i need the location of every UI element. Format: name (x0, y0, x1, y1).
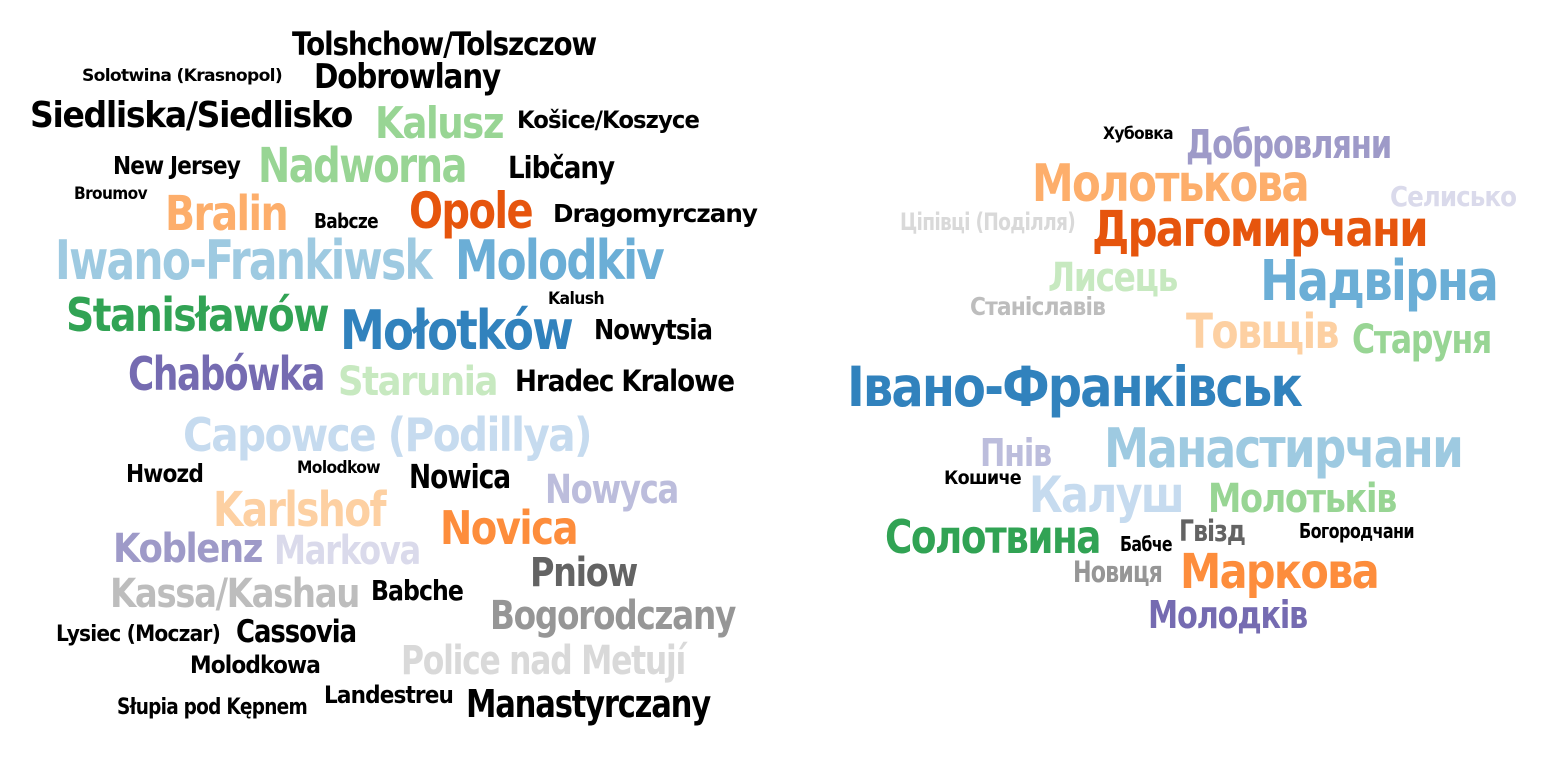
cloud-word: Lysiec (Moczar) (56, 622, 221, 647)
cloud-word: Babcze (314, 209, 379, 233)
cloud-word: Košice/Koszyce (517, 106, 700, 134)
cloud-word: Starunia (338, 359, 498, 405)
cloud-word: Iwano-Frankiwsk (55, 229, 433, 292)
cloud-word: Chabówka (128, 347, 325, 401)
cloud-word: New Jersey (113, 151, 241, 180)
cloud-word: Надвірна (1260, 249, 1499, 314)
cloud-word: Dragomyrczany (553, 199, 758, 228)
cloud-word: Cassovia (236, 614, 357, 650)
cloud-word: Івано-Франківськ (847, 355, 1303, 419)
cloud-word: Молотькова (1032, 154, 1310, 214)
cloud-word: Nadworna (258, 138, 468, 194)
cloud-word: Nowytsia (594, 313, 713, 346)
cloud-word: Koblenz (113, 526, 263, 572)
cloud-word: Landestreu (324, 681, 454, 709)
cloud-word: Mołotków (340, 299, 574, 362)
cloud-word: Манастирчани (1104, 417, 1464, 480)
cloud-word: Molodkiv (455, 229, 665, 292)
cloud-word: Kassa/Kashau (110, 571, 360, 617)
cloud-word: Новиця (1073, 555, 1163, 589)
cloud-word: Богородчани (1299, 519, 1415, 543)
cloud-word: Pniow (530, 550, 638, 596)
cloud-word: Nowica (409, 457, 511, 496)
cloud-word: Markova (274, 528, 421, 574)
cloud-word: Stanisławów (66, 288, 330, 342)
word-cloud-latin: Tolshchow/Tolszczow Solotwina (Krasnopol)… (30, 25, 758, 726)
cloud-word: Molodkow (297, 458, 381, 478)
cloud-word: Драгомирчани (1092, 200, 1429, 258)
word-cloud-cyrillic: Хубовка Добровляни Молотькова Селисько Цiпiв… (779, 0, 1558, 764)
cloud-word: Калуш (1029, 466, 1185, 524)
cloud-word: Молодків (1148, 593, 1308, 637)
cloud-word: Dobrowlany (314, 57, 501, 97)
cloud-word: Siedliska/Siedlisko (30, 95, 353, 136)
cloud-word: Товщів (1186, 304, 1340, 360)
cloud-word: Старуня (1352, 317, 1492, 363)
cloud-word: Kalush (548, 289, 605, 309)
cloud-word: Karlshof (213, 482, 387, 538)
cloud-word: Capowce (Podillya) (183, 408, 593, 462)
cloud-word: Broumov (74, 184, 148, 204)
cloud-word: Цiпiвцi (Подiлля) (900, 208, 1076, 236)
cloud-word: Słupia pod Kępnem (117, 695, 308, 720)
cloud-word: Гвізд (1179, 514, 1246, 548)
cloud-word: Hradec Kralowe (515, 364, 735, 398)
cloud-word: Manastyrczany (466, 682, 711, 726)
cloud-word: Бабче (1120, 532, 1173, 556)
cloud-word: Хубовка (1103, 124, 1174, 144)
cloud-word: Станіславів (970, 292, 1106, 321)
cloud-word: Hwozd (126, 459, 204, 488)
cloud-word: Bogorodczany (490, 593, 736, 639)
cloud-word: Opole (409, 182, 534, 240)
cloud-word: Лисець (1048, 255, 1178, 301)
cloud-word: Novica (440, 501, 579, 555)
cloud-word: Солотвина (885, 510, 1102, 564)
cloud-word: Bralin (165, 186, 289, 242)
cloud-word: Molodkowa (190, 651, 321, 679)
cloud-word: Пнів (980, 431, 1052, 475)
cloud-word: Tolshchow/Tolszczow (292, 25, 597, 63)
cloud-word: Молотьків (1208, 476, 1397, 522)
cloud-word: Kalusz (375, 98, 504, 149)
cloud-word: Police nad Metují (401, 638, 686, 684)
cloud-word: Маркова (1180, 544, 1380, 600)
cloud-word: Libčany (508, 151, 615, 186)
cloud-word: Nowyca (545, 467, 679, 513)
cloud-word: Добровляни (1186, 122, 1392, 168)
cloud-word: Solotwina (Krasnopol) (82, 66, 283, 86)
cloud-word: Babche (371, 574, 464, 607)
cloud-word: Селисько (1390, 180, 1517, 213)
cloud-word: Кошиче (944, 467, 1022, 489)
